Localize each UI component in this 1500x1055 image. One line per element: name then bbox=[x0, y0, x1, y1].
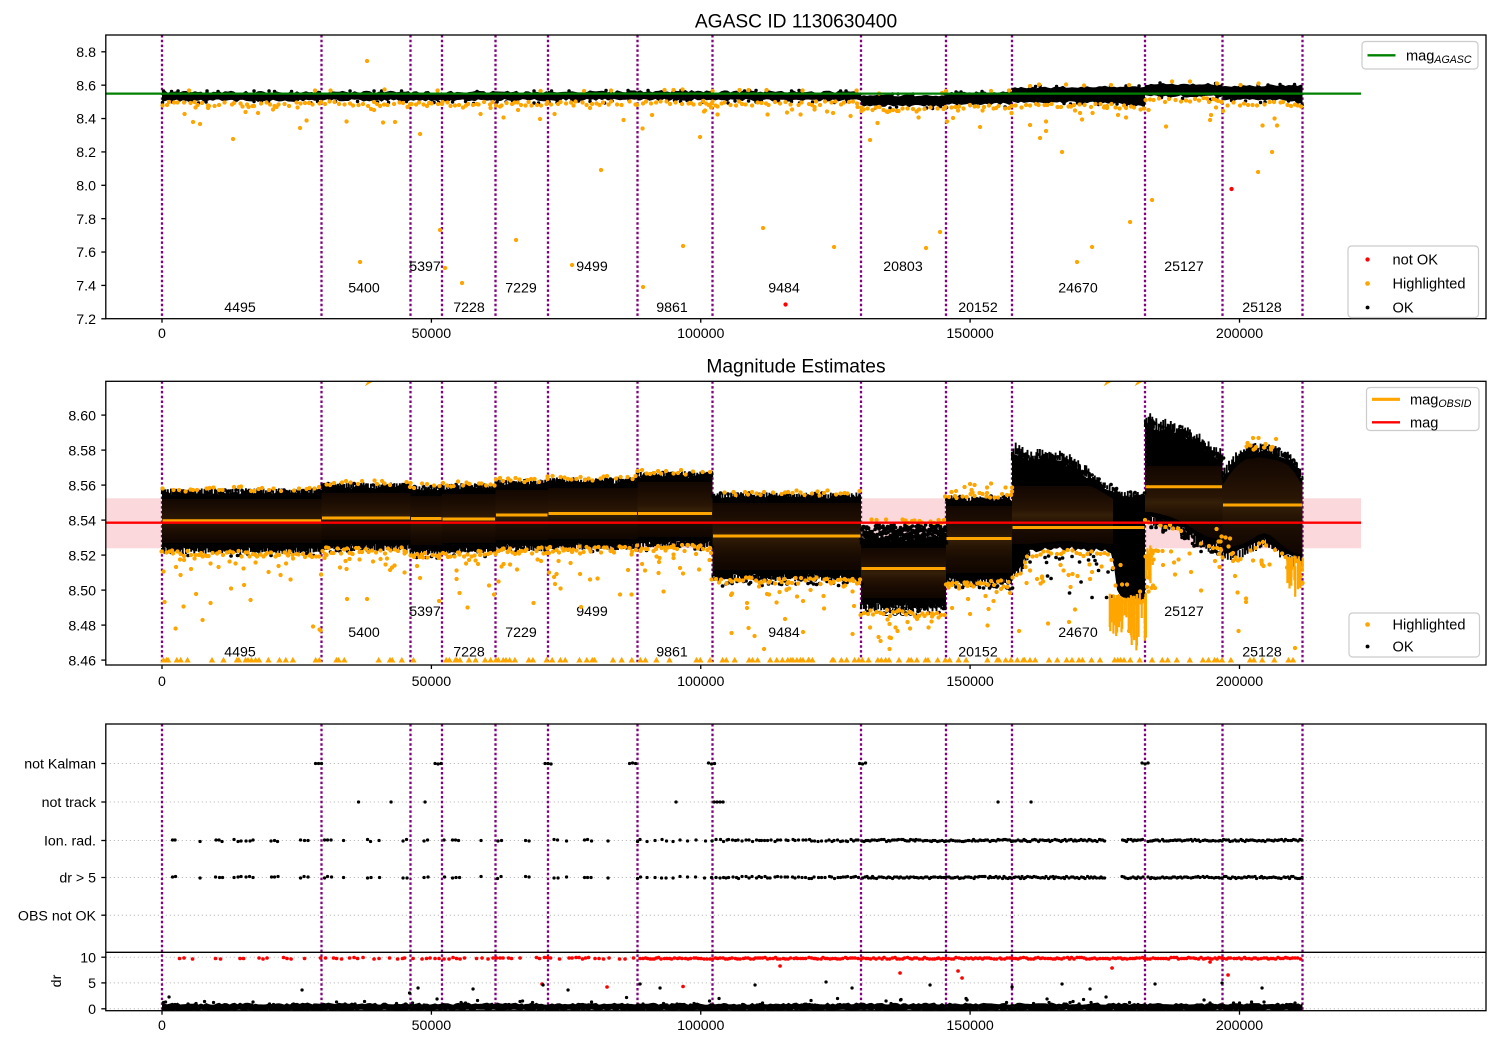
svg-text:9861: 9861 bbox=[656, 300, 688, 316]
svg-text:7.8: 7.8 bbox=[76, 212, 96, 228]
svg-text:8.58: 8.58 bbox=[68, 443, 96, 459]
svg-text:20152: 20152 bbox=[958, 645, 998, 661]
svg-text:8.48: 8.48 bbox=[68, 618, 96, 634]
svg-text:10: 10 bbox=[80, 950, 96, 966]
svg-text:4495: 4495 bbox=[224, 645, 256, 661]
svg-text:25127: 25127 bbox=[1164, 259, 1204, 275]
svg-text:7228: 7228 bbox=[453, 645, 485, 661]
svg-text:150000: 150000 bbox=[946, 326, 993, 342]
svg-text:7229: 7229 bbox=[505, 281, 537, 297]
svg-text:200000: 200000 bbox=[1216, 1018, 1263, 1034]
svg-text:not OK: not OK bbox=[1393, 253, 1439, 269]
svg-text:OK: OK bbox=[1393, 301, 1414, 317]
svg-text:100000: 100000 bbox=[677, 326, 724, 342]
svg-text:200000: 200000 bbox=[1216, 674, 1263, 690]
svg-text:8.52: 8.52 bbox=[68, 548, 96, 564]
svg-text:Magnitude Estimates: Magnitude Estimates bbox=[706, 357, 885, 378]
svg-text:8.0: 8.0 bbox=[76, 178, 96, 194]
svg-text:Ion. rad.: Ion. rad. bbox=[44, 834, 96, 850]
svg-text:8.46: 8.46 bbox=[68, 653, 96, 669]
svg-text:8.4: 8.4 bbox=[76, 112, 96, 128]
svg-text:150000: 150000 bbox=[946, 674, 993, 690]
svg-text:7.6: 7.6 bbox=[76, 245, 96, 261]
svg-text:25128: 25128 bbox=[1242, 645, 1282, 661]
svg-text:24670: 24670 bbox=[1058, 625, 1098, 641]
svg-text:7228: 7228 bbox=[453, 300, 485, 316]
svg-text:9484: 9484 bbox=[768, 625, 800, 641]
svg-text:20803: 20803 bbox=[883, 259, 923, 275]
svg-text:AGASC ID 1130630400: AGASC ID 1130630400 bbox=[695, 12, 897, 33]
svg-text:20152: 20152 bbox=[958, 300, 998, 316]
svg-text:8.2: 8.2 bbox=[76, 145, 96, 161]
svg-text:50000: 50000 bbox=[412, 1018, 452, 1034]
svg-text:magAGASC: magAGASC bbox=[1406, 49, 1472, 67]
svg-text:8.6: 8.6 bbox=[76, 78, 96, 94]
svg-text:9499: 9499 bbox=[576, 259, 608, 275]
svg-text:5397: 5397 bbox=[409, 259, 441, 275]
svg-text:8.56: 8.56 bbox=[68, 478, 96, 494]
svg-text:8.8: 8.8 bbox=[76, 45, 96, 61]
svg-text:not Kalman: not Kalman bbox=[24, 757, 96, 773]
svg-text:dr > 5: dr > 5 bbox=[59, 871, 96, 887]
svg-text:9861: 9861 bbox=[656, 645, 688, 661]
svg-text:7.4: 7.4 bbox=[76, 279, 96, 295]
svg-text:Highlighted: Highlighted bbox=[1393, 618, 1466, 634]
svg-text:0: 0 bbox=[88, 1002, 96, 1018]
svg-text:24670: 24670 bbox=[1058, 281, 1098, 297]
svg-text:7229: 7229 bbox=[505, 625, 537, 641]
svg-text:4495: 4495 bbox=[224, 300, 256, 316]
svg-text:5400: 5400 bbox=[348, 281, 380, 297]
svg-text:dr: dr bbox=[49, 974, 65, 987]
svg-text:200000: 200000 bbox=[1216, 326, 1263, 342]
svg-text:9499: 9499 bbox=[576, 604, 608, 620]
svg-text:0: 0 bbox=[158, 1018, 166, 1034]
svg-text:not track: not track bbox=[42, 795, 97, 811]
svg-text:50000: 50000 bbox=[412, 674, 452, 690]
svg-text:OBS not OK: OBS not OK bbox=[18, 908, 97, 924]
svg-text:Highlighted: Highlighted bbox=[1393, 277, 1466, 293]
svg-text:50000: 50000 bbox=[412, 326, 452, 342]
svg-text:5400: 5400 bbox=[348, 625, 380, 641]
svg-text:0: 0 bbox=[158, 326, 166, 342]
svg-text:mag: mag bbox=[1410, 415, 1438, 431]
svg-text:100000: 100000 bbox=[677, 674, 724, 690]
svg-text:150000: 150000 bbox=[946, 1018, 993, 1034]
svg-text:OK: OK bbox=[1393, 640, 1414, 656]
svg-text:25127: 25127 bbox=[1164, 604, 1204, 620]
svg-text:5: 5 bbox=[88, 976, 96, 992]
svg-text:0: 0 bbox=[158, 674, 166, 690]
svg-text:100000: 100000 bbox=[677, 1018, 724, 1034]
svg-text:9484: 9484 bbox=[768, 281, 800, 297]
svg-text:5397: 5397 bbox=[409, 604, 441, 620]
svg-text:8.54: 8.54 bbox=[68, 513, 96, 529]
svg-text:8.50: 8.50 bbox=[68, 583, 96, 599]
svg-text:25128: 25128 bbox=[1242, 300, 1282, 316]
svg-text:7.2: 7.2 bbox=[76, 312, 96, 328]
svg-text:8.60: 8.60 bbox=[68, 408, 96, 424]
